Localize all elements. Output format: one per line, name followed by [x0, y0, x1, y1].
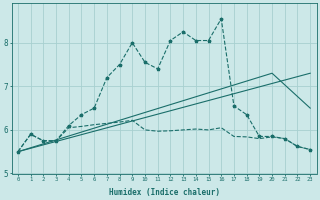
X-axis label: Humidex (Indice chaleur): Humidex (Indice chaleur)	[108, 188, 220, 197]
